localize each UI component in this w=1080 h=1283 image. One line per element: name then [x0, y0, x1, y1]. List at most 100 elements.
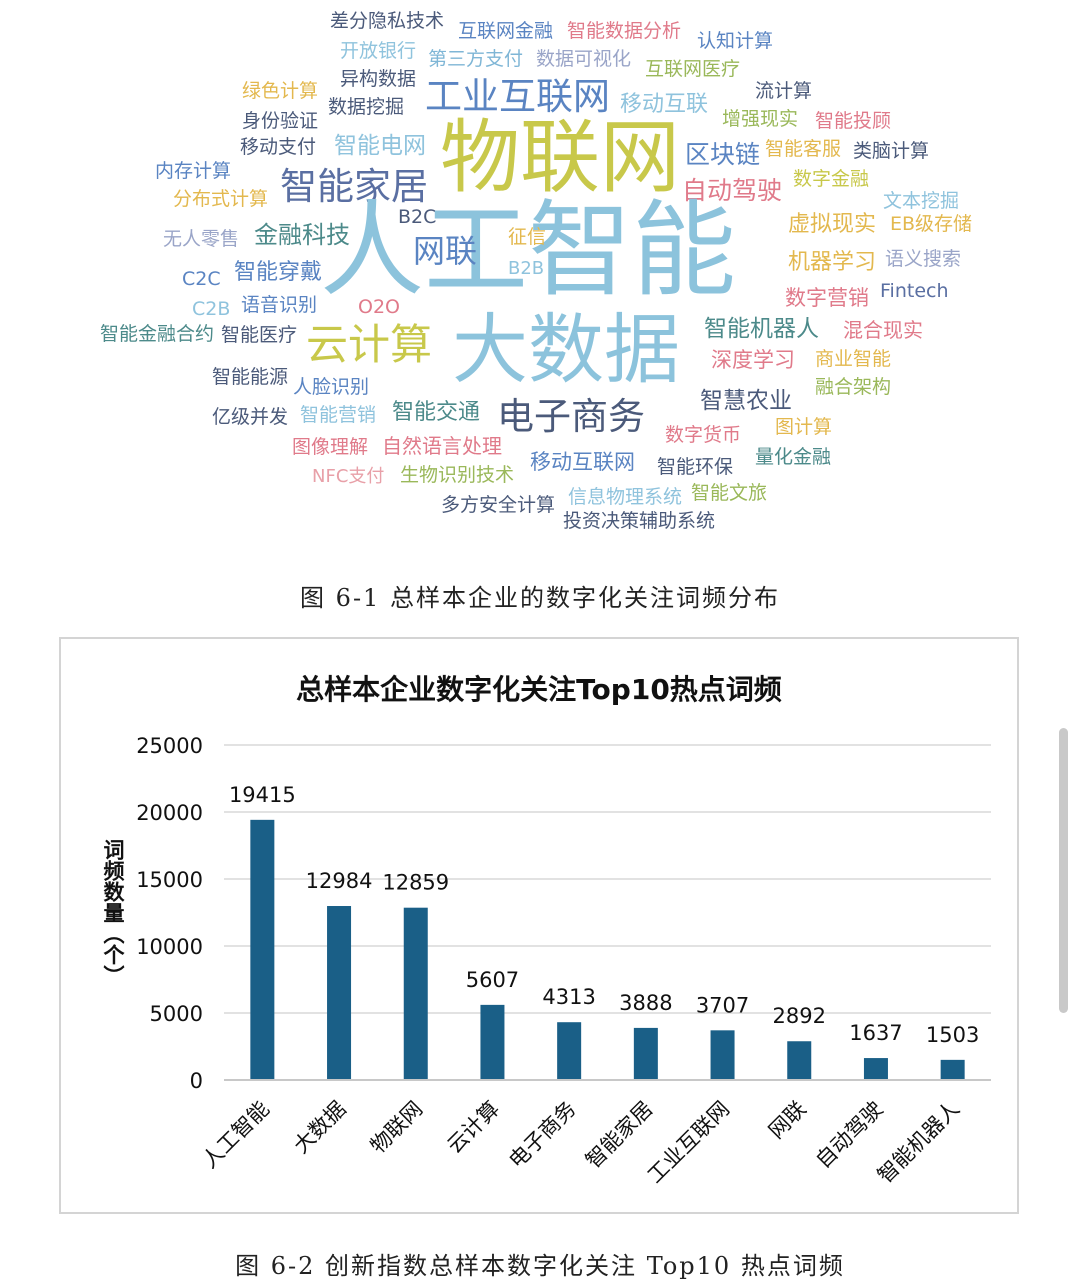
cloud-word: C2C: [182, 268, 221, 290]
x-tick-label: 云计算: [442, 1097, 504, 1159]
y-tick-label: 0: [190, 1069, 203, 1093]
cloud-word: 金融科技: [254, 221, 350, 249]
bar: [787, 1041, 812, 1080]
cloud-word: 电子商务: [497, 395, 645, 438]
cloud-word: 图计算: [775, 416, 833, 438]
cloud-word: 亿级并发: [212, 406, 289, 428]
cloud-word: 智能环保: [657, 456, 734, 478]
y-tick-label: 20000: [136, 801, 203, 825]
data-label: 4313: [542, 985, 595, 1009]
cloud-word: 网联: [413, 232, 478, 270]
cloud-word: 第三方支付: [428, 48, 524, 70]
cloud-word: 自动驾驶: [682, 176, 783, 205]
cloud-word: 信息物理系统: [568, 486, 683, 508]
cloud-word: 混合现实: [843, 318, 923, 342]
x-tick-label: 物联网: [366, 1097, 428, 1159]
cloud-word: 量化金融: [755, 446, 832, 468]
cloud-word: 投资决策辅助系统: [563, 510, 716, 532]
cloud-word: 智能投顾: [815, 110, 892, 132]
cloud-word: 异构数据: [340, 68, 417, 90]
cloud-word: 智慧农业: [700, 388, 792, 414]
bar: [250, 819, 275, 1080]
cloud-word: 人脸识别: [293, 376, 370, 398]
cloud-word: 机器学习: [788, 250, 877, 275]
cloud-word: 互联网金融: [458, 20, 554, 42]
bar: [480, 1004, 505, 1080]
cloud-word: 多方安全计算: [441, 494, 556, 516]
figure-1-caption: 图 6-1 总样本企业的数字化关注词频分布: [300, 584, 780, 612]
cloud-word: 图像理解: [292, 436, 369, 458]
bar-chart-frame: 总样本企业数字化关注Top10热点词频 0 5000 10000 15000 20000 2…: [59, 637, 1019, 1214]
cloud-word: 智能医疗: [221, 324, 298, 346]
cloud-word: 数字营销: [785, 286, 869, 310]
cloud-word: 增强现实: [722, 108, 799, 130]
cloud-word: 人工智能: [320, 189, 737, 311]
y-tick-label: 25000: [136, 734, 203, 758]
cloud-word: NFC支付: [312, 466, 385, 487]
cloud-word: 移动支付: [240, 136, 317, 158]
cloud-word: 物联网: [440, 111, 680, 204]
cloud-word: 大数据: [452, 305, 680, 394]
cloud-word: 身份验证: [242, 110, 319, 132]
x-tick-label: 大数据: [289, 1097, 351, 1159]
cloud-word: 互联网医疗: [645, 58, 741, 80]
cloud-word: 区块链: [685, 140, 761, 169]
data-label: 1637: [849, 1021, 902, 1045]
cloud-word: 融合架构: [815, 376, 892, 398]
bar: [633, 1027, 658, 1080]
cloud-word: 智能电网: [334, 133, 426, 159]
cloud-word: 差分隐私技术: [330, 10, 445, 32]
x-tick-label: 工业互联网: [643, 1097, 734, 1188]
cloud-word: 智能客服: [765, 138, 842, 160]
cloud-word: 认知计算: [697, 30, 774, 52]
cloud-word: 工业互联网: [425, 75, 610, 118]
cloud-word: 虚拟现实: [788, 212, 877, 237]
cloud-word: 数据可视化: [536, 48, 632, 70]
vertical-scrollbar[interactable]: [1059, 728, 1068, 1013]
cloud-word: 智能数据分析: [567, 20, 682, 42]
data-label: 12984: [306, 869, 373, 893]
cloud-word: 开放银行: [340, 40, 417, 62]
x-tick-label: 电子商务: [504, 1097, 580, 1173]
data-label: 12859: [382, 871, 449, 895]
y-tick-label: 15000: [136, 868, 203, 892]
cloud-word: B2B: [508, 258, 545, 279]
bar: [403, 907, 428, 1080]
y-tick-label: 10000: [136, 935, 203, 959]
cloud-word: 数字货币: [665, 424, 742, 446]
cloud-word: 无人零售: [163, 228, 240, 250]
cloud-word: 自然语言处理: [382, 434, 502, 458]
cloud-word: 内存计算: [155, 160, 232, 182]
cloud-word: EB级存储: [890, 213, 973, 235]
cloud-word: 智能文旅: [691, 482, 768, 504]
data-label: 2892: [773, 1004, 826, 1028]
cloud-word: 语义搜索: [885, 248, 962, 270]
bar: [940, 1059, 965, 1080]
word-cloud: 差分隐私技术 互联网金融 智能数据分析 认知计算 开放银行 第三方支付 数据可视化 互联网医疗…: [0, 0, 1080, 560]
cloud-word: B2C: [398, 206, 437, 228]
x-tick-label: 网联: [764, 1097, 811, 1144]
cloud-word: 商业智能: [815, 348, 892, 370]
bar: [710, 1030, 735, 1080]
cloud-word: 征信: [508, 226, 547, 248]
bar-chart: 总样本企业数字化关注Top10热点词频 0 5000 10000 15000 20000 2…: [101, 673, 991, 1188]
y-tick-label: 5000: [150, 1002, 203, 1026]
cloud-word: 语音识别: [241, 294, 318, 316]
cloud-word: 类脑计算: [853, 140, 930, 162]
cloud-word: 数字金融: [793, 168, 870, 190]
cloud-word: 文本挖掘: [883, 190, 960, 212]
data-label: 19415: [229, 783, 296, 807]
cloud-word: 分布式计算: [173, 188, 269, 210]
cloud-word: 智能穿戴: [234, 260, 323, 285]
cloud-word: 智能家居: [280, 165, 428, 208]
cloud-word: 流计算: [755, 80, 813, 102]
chart-title: 总样本企业数字化关注Top10热点词频: [296, 673, 782, 706]
cloud-word: 深度学习: [711, 348, 795, 372]
x-tick-label: 人工智能: [198, 1097, 274, 1173]
bar: [557, 1022, 582, 1080]
cloud-word: 移动互联网: [530, 450, 635, 474]
cloud-word: Fintech: [880, 280, 949, 302]
bar: [327, 906, 352, 1080]
data-label: 3888: [619, 991, 672, 1015]
x-tick-label: 自动驾驶: [811, 1097, 887, 1173]
